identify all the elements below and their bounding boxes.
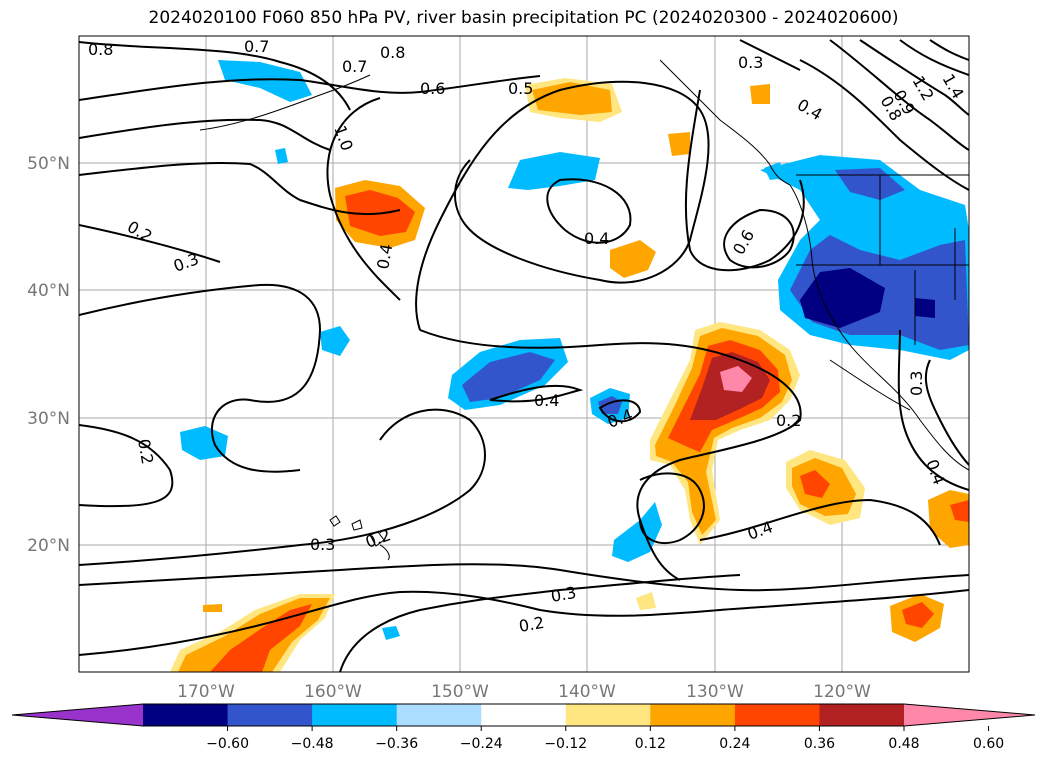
map-frame <box>78 35 970 673</box>
colorbar-tick-label: 0.48 <box>888 736 919 752</box>
lon-axis-labels: 170°W 160°W 150°W 140°W 130°W 120°W <box>177 682 871 702</box>
neg-region-west-coast-core <box>800 268 885 328</box>
pos-region-northeast-small <box>668 132 690 156</box>
colorbar-tick-label: 0.24 <box>719 736 750 752</box>
contour-label: 0.7 <box>342 57 367 76</box>
colorbar-outline <box>11 703 1036 727</box>
contour-label: 0.3 <box>549 583 577 606</box>
contour-label: 0.3 <box>738 53 763 72</box>
pos-region-south-west-red <box>210 604 312 672</box>
colorbar-segment <box>143 704 229 726</box>
pos-region-south-east-red <box>902 602 934 628</box>
precip-shading <box>170 60 969 672</box>
lon-label-150: 150°W <box>431 682 489 702</box>
lon-label-120: 120°W <box>813 682 871 702</box>
colorbar-segment <box>819 704 905 726</box>
colorbar-segment <box>227 704 313 726</box>
neg-region-small-3 <box>180 426 228 460</box>
colorbar-tick-label: 0.60 <box>973 736 1004 752</box>
pos-region-baja-red <box>950 500 969 522</box>
colorbar-tick-label: −0.36 <box>375 736 418 752</box>
neg-region-west-coast-east <box>915 298 935 318</box>
lon-label-160: 160°W <box>304 682 362 702</box>
colorbar-segment <box>312 704 398 726</box>
pv-contours <box>79 39 969 672</box>
neg-region-small-5 <box>382 626 400 640</box>
neg-region-small-2 <box>320 326 350 356</box>
contour-label: 0.6 <box>420 79 445 98</box>
contour-label: 0.8 <box>88 40 113 59</box>
colorbar-segment <box>481 704 567 726</box>
pos-region-north-core <box>532 82 612 115</box>
neg-region-small-6 <box>275 148 288 164</box>
colorbar-extend-min <box>12 704 143 726</box>
colorbar-tick-label: −0.12 <box>544 736 587 752</box>
colorbar-segment <box>565 704 651 726</box>
map-title: 2024020100 F060 850 hPa PV, river basin … <box>148 8 899 28</box>
contour-label: 0.3 <box>907 371 926 396</box>
colorbar-tick-label: −0.48 <box>291 736 334 752</box>
contour-label: 0.2 <box>517 613 545 636</box>
contour-label: 0.8 <box>380 43 405 62</box>
contour-label: 0.4 <box>584 229 609 248</box>
colorbar-tick-label: 0.36 <box>804 736 835 752</box>
contour-label: 0.4 <box>534 391 559 410</box>
contour-label: 0.7 <box>244 37 269 56</box>
lat-axis-labels: 50°N 40°N 30°N 20°N <box>27 154 70 556</box>
colorbar <box>11 703 1036 727</box>
colorbar-ticks: −0.60 −0.48 −0.36 −0.24 −0.12 0.12 0.24 0.36 0.4… <box>206 726 1004 752</box>
pos-region-ca-plume-pink <box>720 366 752 392</box>
pos-region-east-red <box>800 470 830 498</box>
lat-label-20: 20°N <box>27 536 70 556</box>
contour-label: 0.5 <box>508 79 533 98</box>
colorbar-segment <box>650 704 736 726</box>
neg-region-small-7 <box>764 162 785 180</box>
pos-region-north-east <box>750 84 770 104</box>
pos-region-mid-small <box>610 240 656 278</box>
neg-region-north-central <box>508 152 600 190</box>
colorbar-extend-max <box>904 704 1035 726</box>
neg-region-central-core <box>462 352 555 402</box>
lat-label-50: 50°N <box>27 154 70 174</box>
contour-label: 0.3 <box>310 535 335 554</box>
colorbar-tick-label: −0.24 <box>460 736 503 752</box>
neg-region-aleutian <box>218 60 312 102</box>
pos-region-small-b <box>636 592 656 610</box>
colorbar-segment <box>734 704 820 726</box>
lat-label-40: 40°N <box>27 281 70 301</box>
lon-label-130: 130°W <box>686 682 744 702</box>
lat-label-30: 30°N <box>27 409 70 429</box>
colorbar-tick-label: −0.60 <box>206 736 249 752</box>
colorbar-tick-label: 0.12 <box>635 736 666 752</box>
contour-label: 0.4 <box>373 242 396 270</box>
coastlines <box>199 59 969 561</box>
contour-label: 0.2 <box>776 411 801 430</box>
neg-region-west-coast-north <box>835 168 905 200</box>
colorbar-segment <box>396 704 482 726</box>
pos-region-small-a <box>203 604 222 612</box>
lon-label-140: 140°W <box>558 682 616 702</box>
lon-label-170: 170°W <box>177 682 235 702</box>
contour-label: 0.2 <box>134 437 157 465</box>
